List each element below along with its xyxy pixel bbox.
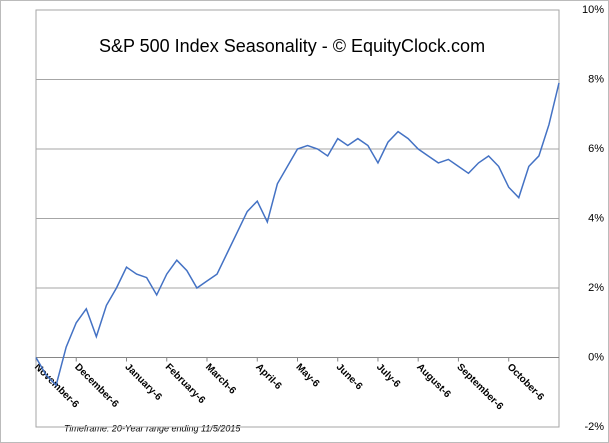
y-tick-label: 8%: [588, 73, 604, 85]
footnote: Timeframe: 20-Year range ending 11/5/201…: [64, 423, 241, 433]
y-tick-label: 6%: [588, 143, 604, 155]
y-tick-label: -2%: [584, 421, 604, 433]
y-tick-label: 10%: [582, 4, 604, 16]
y-tick-label: 2%: [588, 282, 604, 294]
chart-title: S&P 500 Index Seasonality - © EquityCloc…: [99, 36, 485, 56]
y-tick-label: 0%: [588, 351, 604, 363]
series-line: [35, 82, 560, 387]
y-tick-label: 4%: [588, 212, 604, 224]
